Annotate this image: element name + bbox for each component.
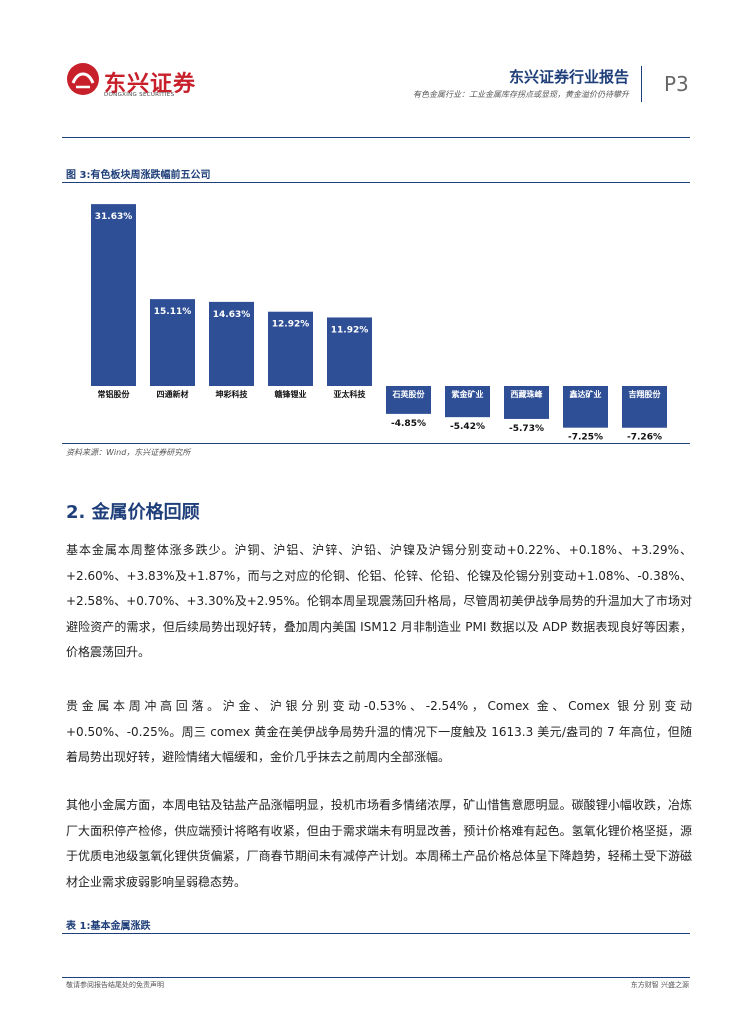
category-label-5: 石英股份 (392, 389, 426, 399)
category-label-3: 赣锋锂业 (275, 389, 307, 399)
category-label-4: 亚太科技 (334, 389, 367, 399)
footer-slogan: 东方财智 兴盛之源 (630, 981, 689, 989)
report-subtitle: 有色金属行业：工业金属库存拐点或显现，黄金溢价仍待攀升 (413, 90, 629, 99)
category-label-2: 坤彩科技 (216, 389, 249, 399)
bar-2 (209, 301, 254, 386)
value-label-8: -7.25% (568, 433, 603, 441)
logo-subtext: DONGXING SECURITIES (104, 92, 175, 98)
table-caption: 表 1:基本金属涨跌 (66, 921, 151, 932)
bar-6 (445, 386, 490, 418)
bar-chart: 常铝股份 31.63% 四通新材 15.11% 坤彩科技 14.63% 赣锋锂业 12.92%… (91, 204, 667, 441)
category-label-8: 鑫达矿业 (569, 389, 602, 399)
category-label-0: 常铝股份 (98, 389, 131, 399)
value-label-7: -5.73% (509, 424, 544, 434)
footer-disclaimer: 敬请参阅报告结尾处的免责声明 (66, 981, 164, 989)
bar-8 (563, 386, 608, 428)
category-label-7: 西藏珠峰 (511, 389, 543, 399)
value-label-3: 12.92% (272, 320, 310, 330)
bar-7 (504, 386, 549, 419)
section-title: 2. 金属价格回顾 (66, 502, 200, 523)
footer-rule (62, 977, 690, 978)
figure-rule (62, 182, 690, 183)
logo-icon (67, 63, 99, 95)
table-rule (62, 933, 690, 934)
bar-0 (91, 204, 136, 386)
bar-4 (327, 317, 372, 386)
logo-text: 东兴证券 (104, 72, 197, 97)
category-label-9: 吉翔股份 (629, 389, 662, 399)
paragraph-minor-metals: 其他小金属方面，本周电钴及钴盐产品涨幅明显，投机市场看多情绪浓厚，矿山惜售意愿明… (66, 798, 692, 889)
category-label-1: 四通新材 (157, 389, 189, 399)
value-label-5: -4.85% (391, 419, 426, 429)
value-label-9: -7.26% (627, 433, 662, 441)
source-rule (62, 443, 690, 444)
figure-caption: 图 3:有色板块周涨跌幅前五公司 (66, 170, 211, 181)
report-type: 东兴证券行业报告 (508, 68, 629, 86)
figure-source: 资料来源：Wind，东兴证券研究所 (66, 448, 191, 457)
bar-1 (150, 299, 195, 386)
value-label-1: 15.11% (154, 307, 192, 317)
category-label-6: 紫金矿业 (452, 389, 484, 399)
header-divider (641, 66, 642, 102)
value-label-4: 11.92% (331, 325, 369, 335)
bar-5 (386, 386, 431, 414)
paragraph-precious-metals: 贵金属本周冲高回落。沪金、沪银分别变动-0.53%、-2.54%，Comex 金… (66, 699, 692, 764)
value-label-2: 14.63% (213, 310, 251, 320)
value-label-0: 31.63% (95, 212, 133, 222)
value-label-6: -5.42% (450, 422, 485, 432)
paragraph-base-metals: 基本金属本周整体涨多跌少。沪铜、沪铝、沪锌、沪铅、沪镍及沪锡分别变动+0.22%… (66, 543, 692, 659)
bar-3 (268, 311, 313, 386)
bar-9 (622, 386, 667, 428)
page-number: P3 (664, 72, 689, 96)
header-rule (62, 137, 690, 138)
